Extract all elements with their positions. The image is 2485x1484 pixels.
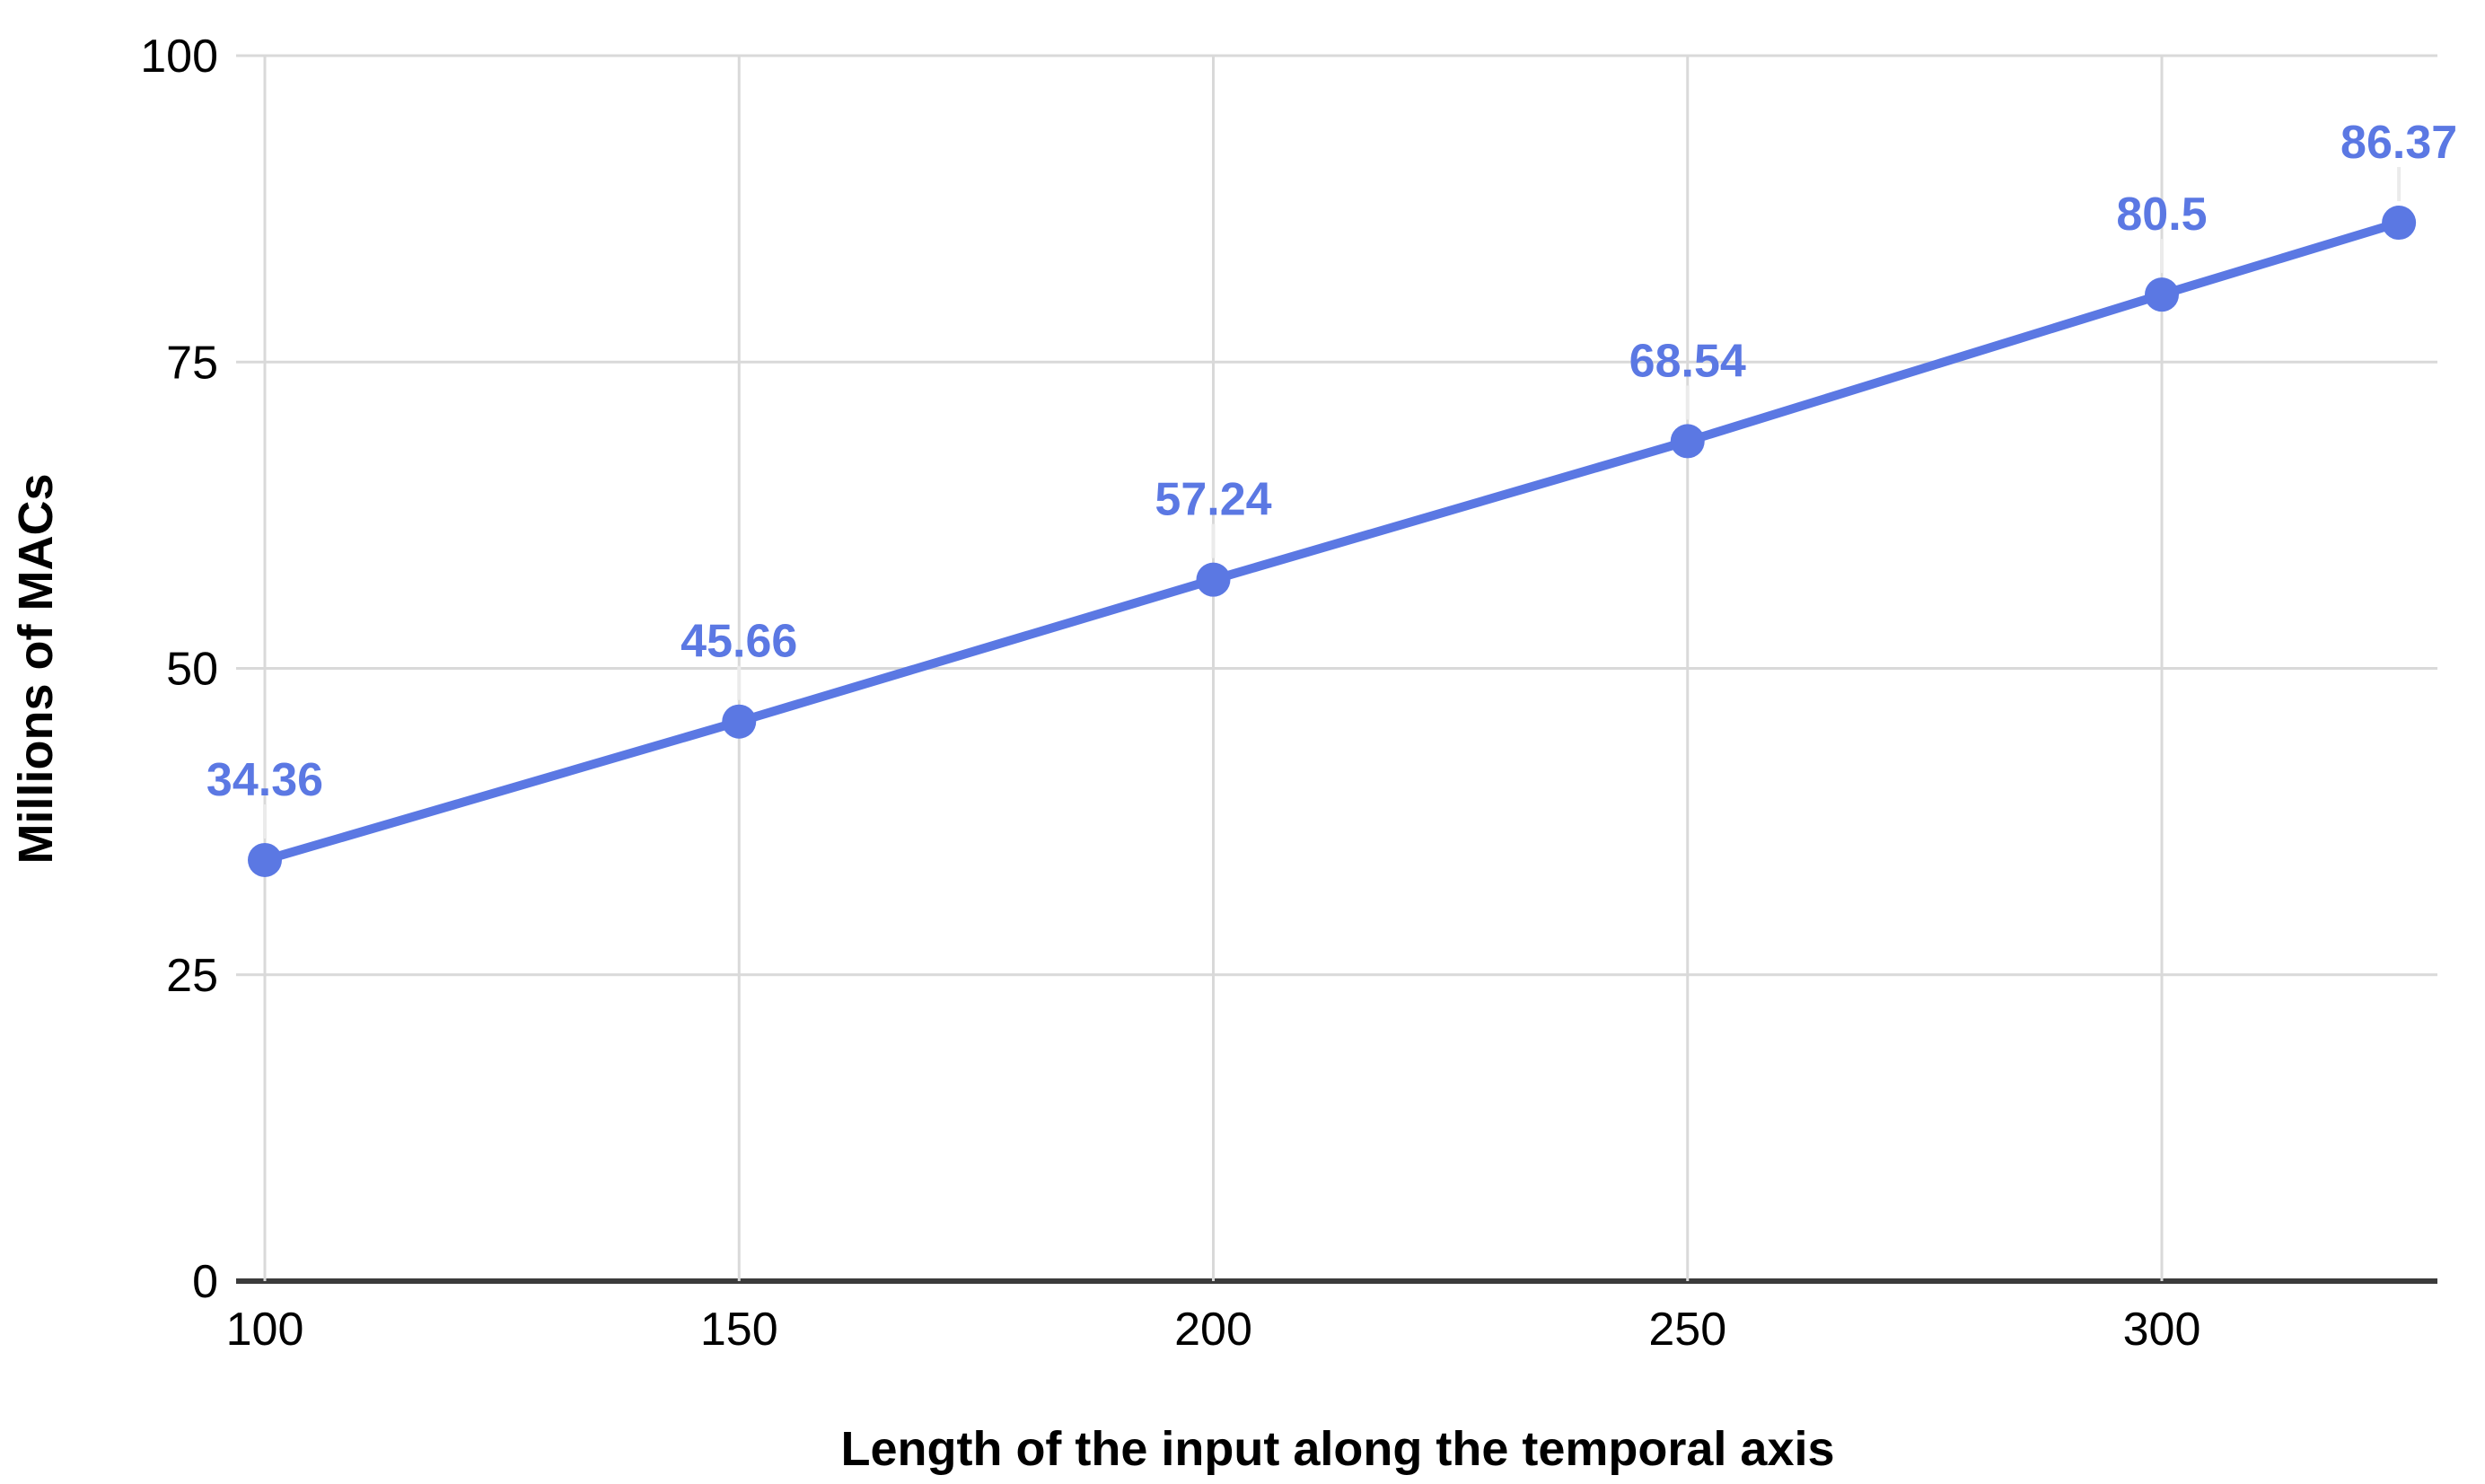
- x-tick-label: 300: [2123, 1304, 2201, 1356]
- y-axis-title: Millions of MACs: [9, 474, 63, 865]
- gridlines-layer: [236, 54, 2437, 1284]
- data-point: [722, 704, 757, 739]
- data-point-label: 68.54: [1629, 335, 1746, 387]
- data-point-label: 86.37: [2340, 117, 2457, 169]
- x-axis-title: Length of the input along the temporal a…: [840, 1422, 1834, 1476]
- tick-labels-layer: 0 25 50 75 100 100 150 200 250 300: [140, 31, 2200, 1356]
- data-point-label: 45.66: [681, 616, 797, 668]
- data-point-label: 57.24: [1155, 474, 1271, 526]
- series-line: [260, 218, 2404, 865]
- data-point: [2145, 277, 2179, 312]
- y-tick-label: 100: [140, 31, 218, 83]
- x-tick-label: 250: [1648, 1304, 1726, 1356]
- data-point: [1196, 562, 1231, 597]
- data-point: [2382, 206, 2417, 241]
- x-tick-label: 100: [226, 1304, 304, 1356]
- y-tick-label: 75: [166, 337, 218, 389]
- data-point: [1670, 424, 1705, 459]
- x-tick-label: 150: [700, 1304, 778, 1356]
- y-tick-label: 0: [192, 1256, 218, 1308]
- x-tick-label: 200: [1174, 1304, 1252, 1356]
- y-tick-label: 50: [166, 644, 218, 696]
- data-point-label: 34.36: [206, 754, 323, 806]
- data-point-label: 80.5: [2116, 189, 2207, 241]
- data-point: [248, 842, 282, 877]
- series-layer: 34.36 45.66 57.24 68.54 80.5 86.37: [206, 117, 2457, 877]
- y-tick-label: 25: [166, 950, 218, 1002]
